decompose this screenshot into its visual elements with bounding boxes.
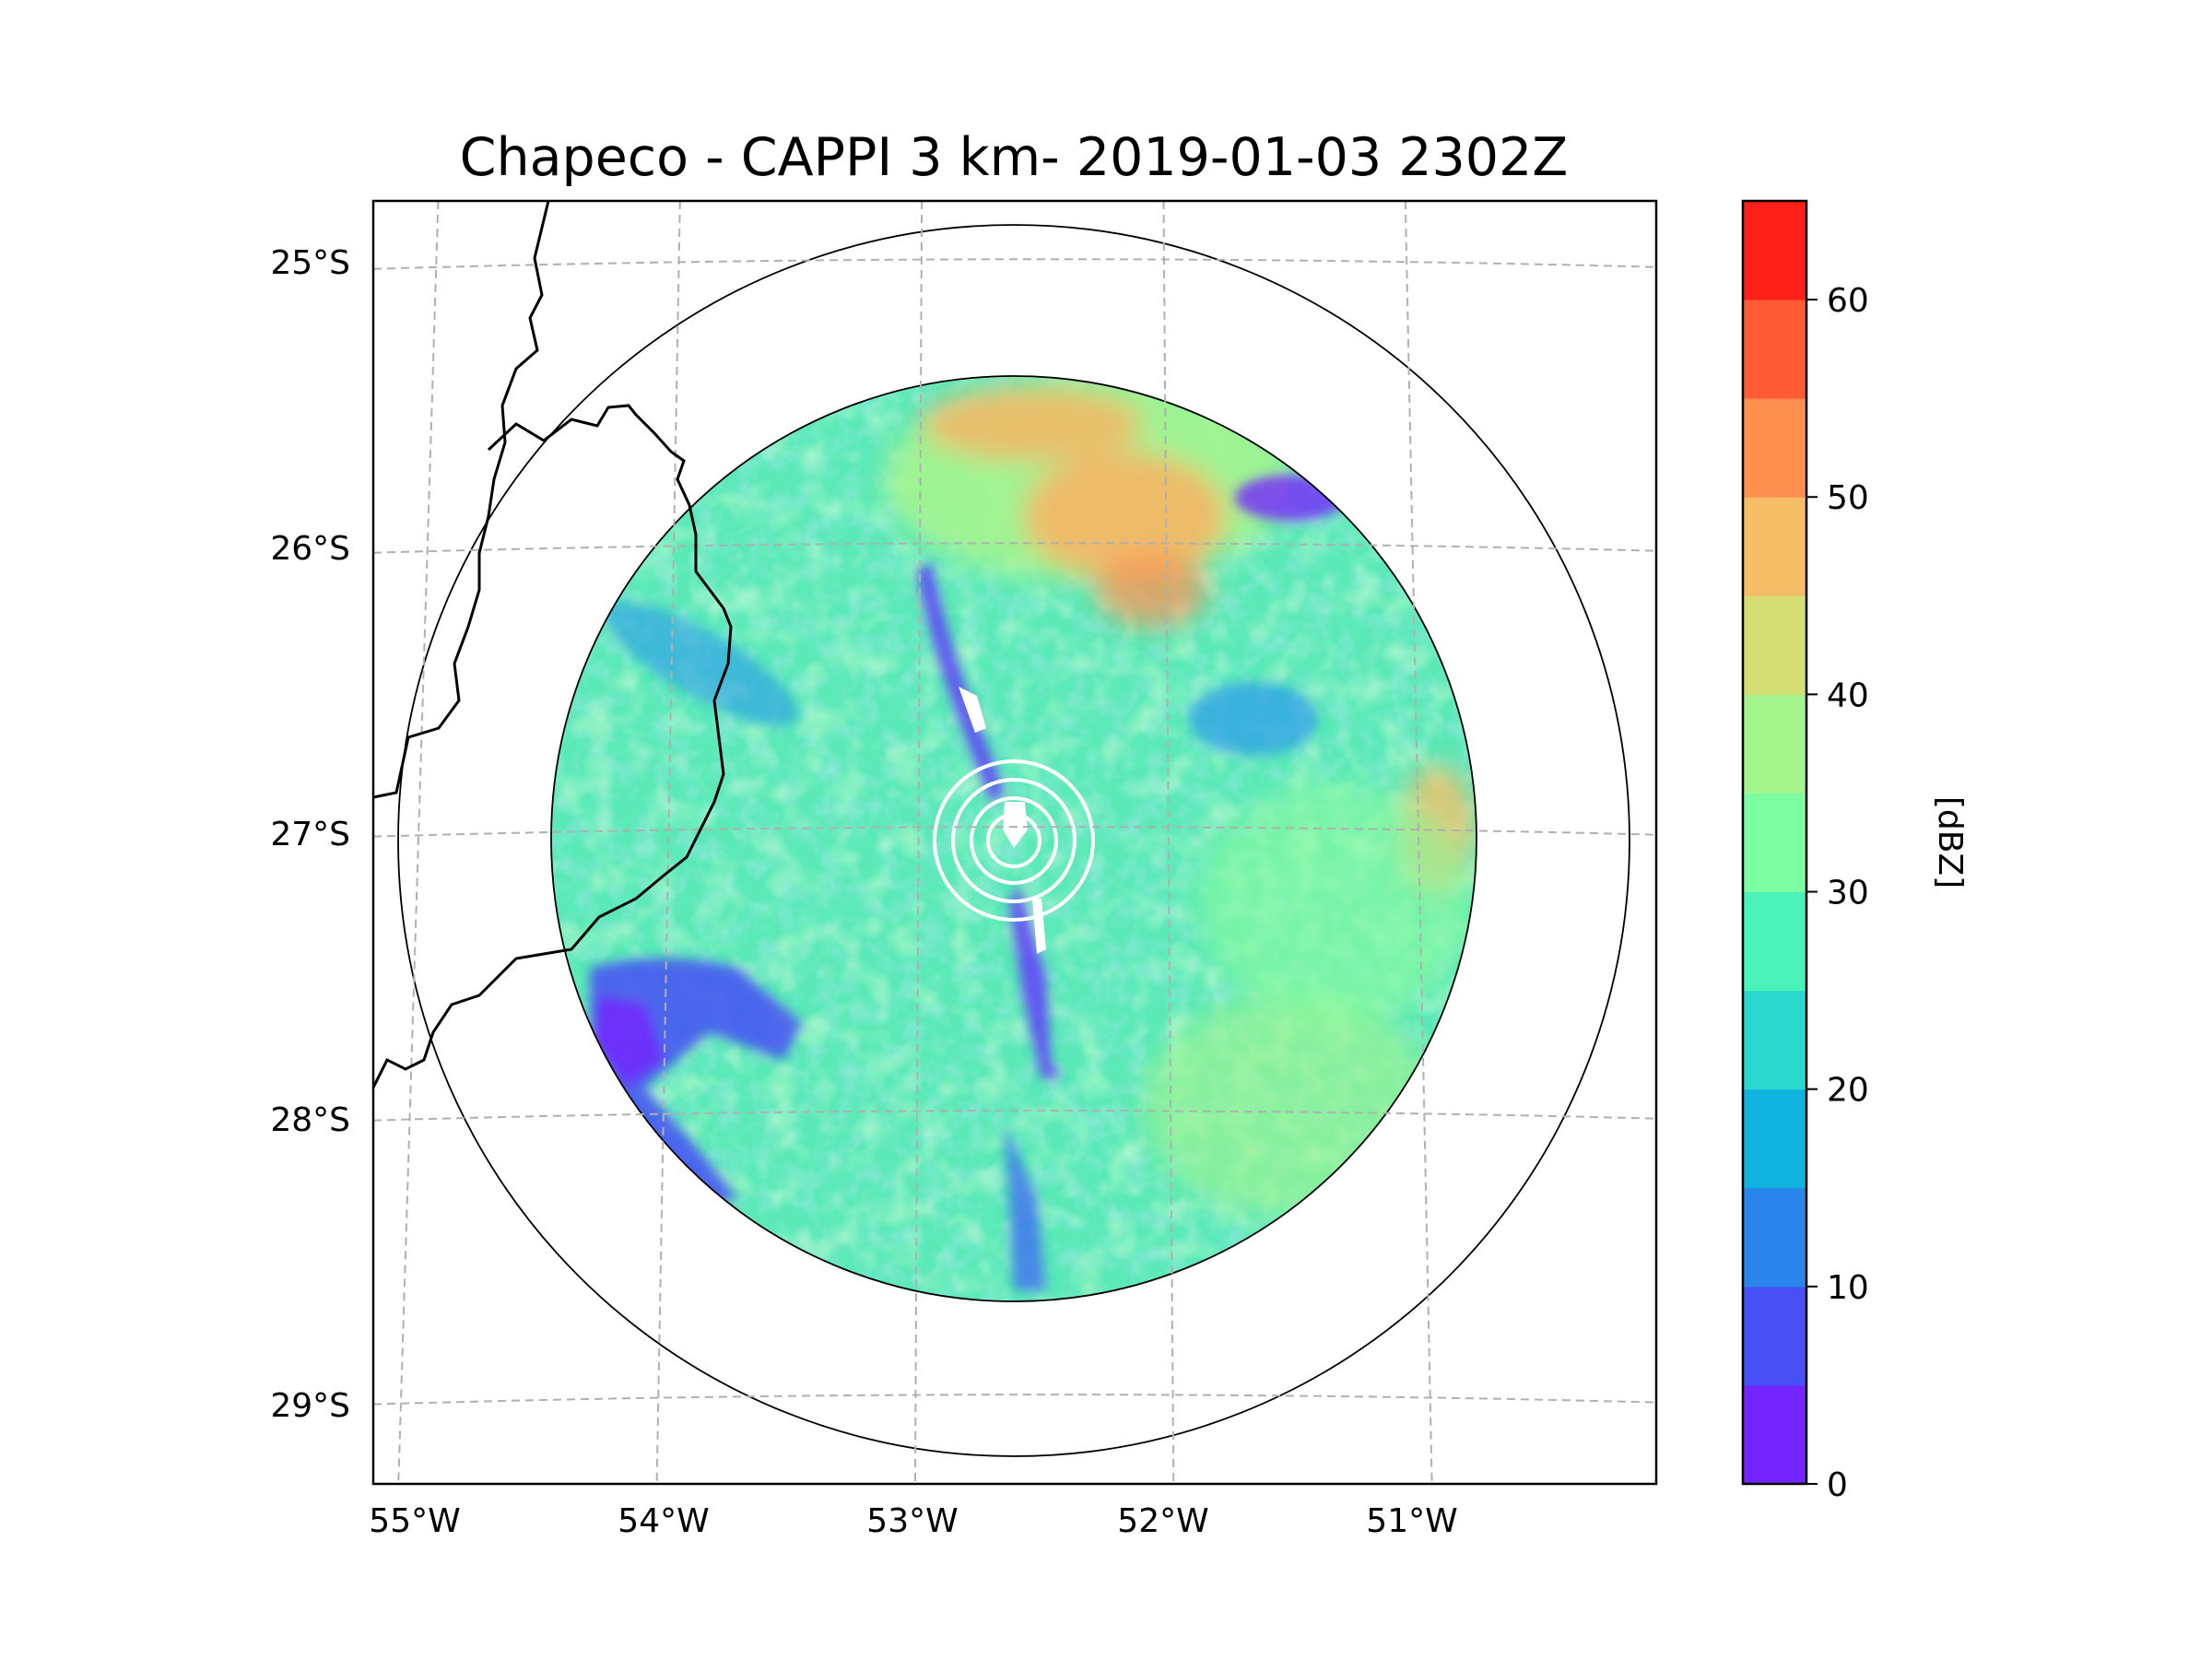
lon-gridline <box>397 201 440 1484</box>
border-paraguay-argentina <box>373 201 550 799</box>
colorbar-block <box>1743 891 1806 992</box>
colorbar-block <box>1743 398 1806 498</box>
colorbar-block <box>1743 1384 1806 1485</box>
map-axes: 25°S 26°S 27°S 28°S 29°S 55°W 54°W 53°W … <box>270 199 1658 1540</box>
colorbar-blocks <box>1743 201 1806 1485</box>
echo-cell-orange-2 <box>922 387 1143 461</box>
colorbar-tick-label: 50 <box>1827 479 1869 517</box>
echo-center-east <box>1198 783 1475 1023</box>
graticule <box>373 201 1656 1484</box>
colorbar-block <box>1743 201 1806 300</box>
lon-label-55w: 55°W <box>369 1502 460 1540</box>
colorbar-block <box>1743 1286 1806 1386</box>
border-argentina-brazil <box>373 404 733 1088</box>
colorbar-tick-label: 40 <box>1827 677 1869 714</box>
colorbar: 0 10 20 30 40 50 60 [dBZ] <box>1741 199 1969 1504</box>
political-borders <box>373 201 733 1088</box>
lat-label-27s: 27°S <box>270 816 350 853</box>
lat-label-28s: 28°S <box>270 1101 350 1139</box>
colorbar-block <box>1743 793 1806 893</box>
lon-gridline <box>913 201 924 1484</box>
latitude-labels: 25°S 26°S 27°S 28°S 29°S <box>270 244 350 1425</box>
weak-echo-northeast <box>1189 682 1318 756</box>
weak-echo-southwest-core <box>594 995 664 1088</box>
figure-title: Chapeco - CAPPI 3 km- 2019-01-03 2302Z <box>460 127 1569 188</box>
near-range-rings <box>933 759 1095 922</box>
lon-label-51w: 51°W <box>1366 1502 1457 1540</box>
colorbar-block <box>1743 1187 1806 1288</box>
inner-range-ring <box>550 375 1477 1302</box>
lat-gridline <box>373 1394 1656 1406</box>
colorbar-tick-label: 0 <box>1827 1466 1848 1504</box>
lon-gridline <box>1162 201 1175 1484</box>
colorbar-block <box>1743 990 1806 1090</box>
weak-echo-band-north <box>917 562 1005 802</box>
lat-gridline <box>373 1110 1656 1122</box>
weak-echo-band-south <box>1009 885 1060 1078</box>
colorbar-block <box>1743 497 1806 596</box>
lon-label-54w: 54°W <box>618 1502 709 1540</box>
lat-gridline <box>373 826 1656 838</box>
colorbar-tick-label: 10 <box>1827 1269 1869 1307</box>
colorbar-frame <box>1741 199 1808 1486</box>
colorbar-label: [dBZ] <box>1931 796 1969 888</box>
lat-gridline <box>373 542 1656 554</box>
colorbar-tick-label: 30 <box>1827 875 1869 912</box>
echo-cell-orange-3 <box>1097 553 1207 627</box>
lon-gridline <box>1404 201 1433 1484</box>
radar-site-clutter <box>959 687 1046 954</box>
colorbar-tick-label: 60 <box>1827 282 1869 320</box>
lat-label-29s: 29°S <box>270 1387 350 1425</box>
lat-gridline <box>373 258 1656 270</box>
lon-label-52w: 52°W <box>1117 1502 1208 1540</box>
colorbar-block <box>1743 1088 1806 1189</box>
colorbar-block <box>1743 300 1806 399</box>
lon-gridline <box>655 201 681 1484</box>
colorbar-ticks: 0 10 20 30 40 50 60 <box>1806 282 1869 1504</box>
colorbar-tick-label: 20 <box>1827 1072 1869 1110</box>
colorbar-block <box>1743 694 1806 794</box>
longitude-labels: 55°W 54°W 53°W 52°W 51°W <box>369 1502 1457 1540</box>
map-frame <box>371 199 1658 1486</box>
weak-echo-band-far-south <box>1005 1124 1046 1290</box>
echo-cell-orange-1 <box>1023 452 1226 581</box>
outer-range-ring <box>397 224 1630 1457</box>
colorbar-block <box>1743 595 1806 695</box>
weak-echo-northwest <box>603 601 798 726</box>
lat-label-25s: 25°S <box>270 244 350 282</box>
lat-label-26s: 26°S <box>270 530 350 568</box>
lon-label-53w: 53°W <box>866 1502 958 1540</box>
